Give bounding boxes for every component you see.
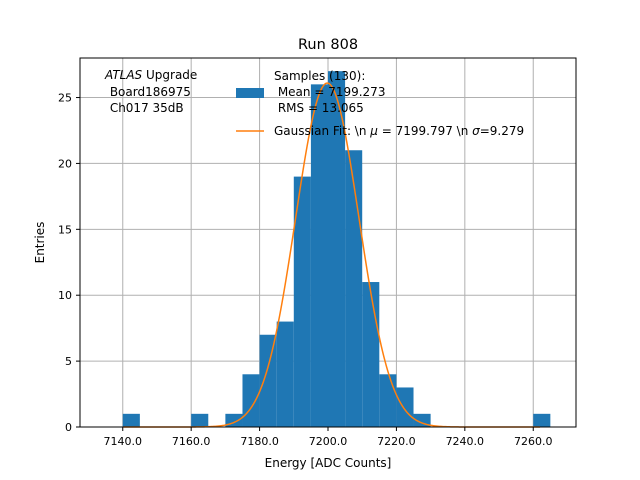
histogram-bars [122,71,551,427]
x-tick-label: 7160.0 [172,435,211,448]
histogram-bar [310,84,328,427]
x-tick-label: 7240.0 [446,435,485,448]
histogram-bar [396,387,414,427]
histogram-bar [379,374,397,427]
legend-histogram-line-3: RMS = 13.065 [274,101,364,115]
legend-histogram-line-2: Mean = 7199.273 [274,85,385,99]
histogram-bar [259,334,277,427]
legend: Samples (130): Mean = 7199.273 RMS = 13.… [236,69,524,138]
histogram-bar [345,150,363,427]
y-tick-label: 25 [58,92,72,105]
x-tick-label: 7220.0 [377,435,416,448]
y-tick-label: 0 [65,421,72,434]
annotation-channel-label: Ch017 35dB [106,101,184,115]
histogram-bar [276,321,294,427]
annotation-atlas-label: ATLAS [104,68,143,82]
plot-area: 7140.0 7160.0 7180.0 7200.0 7220.0 7240.0 7260… [58,57,577,448]
chart-title: Run 808 [298,37,358,53]
legend-fit-mu: μ [369,124,378,138]
x-tick-label: 7260.0 [514,435,553,448]
legend-fit-label: Gaussian Fit: \n μ = 7199.797 \n σ=9.279 [274,124,524,138]
annotation-line-1: ATLAS Upgrade [104,68,197,82]
y-tick-label: 15 [58,223,72,236]
histogram-bar [242,374,260,427]
histogram-bar [122,413,140,427]
histogram-bar [191,413,209,427]
legend-fit-sigma: σ [472,124,480,138]
x-tick-label: 7200.0 [309,435,348,448]
atlas-annotation: ATLAS Upgrade Board186975 Ch017 35dB [104,68,197,115]
legend-fit-prefix: Gaussian Fit: \n [274,124,370,138]
legend-fit-mid: = 7199.797 \n [378,124,472,138]
histogram-bar [362,282,380,427]
legend-histogram-line-1: Samples (130): [274,69,365,83]
histogram-bar [533,413,551,427]
annotation-board-label: Board186975 [106,85,191,99]
legend-fit-end: =9.279 [480,124,524,138]
y-tick-label: 20 [58,157,72,170]
histogram-bar [293,176,311,427]
x-tick-label: 7140.0 [104,435,143,448]
y-tick-label: 5 [65,355,72,368]
y-tick-label: 10 [58,289,72,302]
annotation-upgrade-label: Upgrade [142,68,197,82]
histogram-bar [328,71,346,427]
legend-histogram-swatch [236,88,264,98]
axis-ticks: 7140.0 7160.0 7180.0 7200.0 7220.0 7240.0 7260… [58,92,552,448]
x-axis-label: Energy [ADC Counts] [265,456,392,470]
x-tick-label: 7180.0 [240,435,279,448]
y-axis-label: Entries [33,222,47,264]
